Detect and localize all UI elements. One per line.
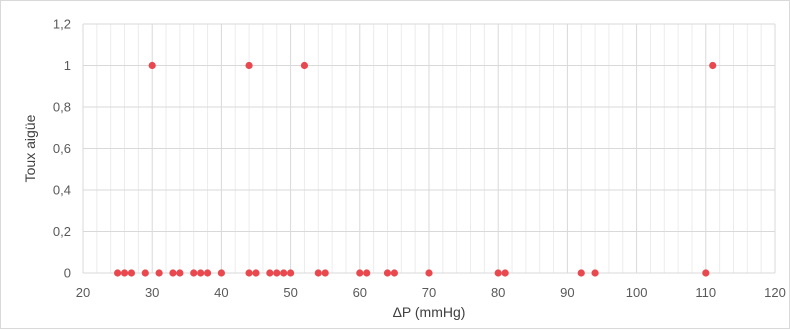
x-tick-label: 110: [695, 285, 716, 300]
x-tick-label: 40: [214, 285, 228, 300]
x-tick-label: 30: [145, 285, 159, 300]
y-axis-ticks: 0 0,2 0,4 0,6 0,8 1 1,2: [53, 17, 71, 281]
data-point: [203, 269, 212, 277]
x-tick-label: 90: [560, 285, 574, 300]
data-point: [591, 269, 599, 277]
y-tick-label: 0,8: [53, 100, 71, 115]
x-axis-title: ΔP (mmHg): [393, 304, 466, 320]
data-point: [390, 269, 398, 277]
y-tick-label: 0: [64, 266, 71, 281]
data-point: [577, 269, 585, 277]
data-point: [709, 61, 717, 70]
y-axis-title: Toux aigüe: [22, 114, 38, 182]
data-point: [321, 269, 329, 277]
data-point: [266, 269, 274, 277]
data-point: [252, 269, 260, 277]
x-tick-label: 70: [422, 285, 436, 300]
data-point: [245, 61, 253, 70]
data-point: [300, 61, 309, 70]
data-point: [148, 61, 156, 70]
x-tick-label: 80: [491, 285, 505, 300]
data-point: [176, 269, 184, 277]
data-point: [197, 269, 205, 277]
data-point: [356, 269, 364, 277]
data-point: [383, 269, 392, 277]
x-tick-label: 20: [76, 285, 90, 300]
data-point: [273, 269, 281, 277]
data-point: [287, 269, 295, 277]
data-point: [155, 269, 163, 277]
x-tick-label: 100: [626, 285, 648, 300]
data-points: [114, 61, 717, 277]
data-point: [127, 269, 136, 277]
data-point: [501, 269, 509, 277]
data-point: [425, 269, 433, 277]
data-point: [120, 269, 129, 277]
data-point: [314, 269, 322, 277]
x-tick-label: 50: [283, 285, 297, 300]
data-point: [494, 269, 502, 277]
x-axis-ticks: 20 30 40 50 60 70 80 90 100 110 120: [76, 285, 786, 300]
data-point: [363, 269, 371, 277]
x-tick-label: 120: [764, 285, 786, 300]
data-point: [190, 269, 198, 277]
y-tick-label: 1: [64, 58, 71, 73]
y-tick-label: 1,2: [53, 17, 71, 32]
y-tick-label: 0,2: [53, 224, 71, 239]
y-tick-label: 0,4: [53, 183, 71, 198]
data-point: [169, 269, 177, 277]
data-point: [141, 269, 149, 277]
y-tick-label: 0,6: [53, 141, 71, 156]
data-point: [217, 269, 225, 277]
x-tick-label: 60: [353, 285, 367, 300]
data-point: [702, 269, 710, 277]
data-point: [245, 269, 253, 277]
grid: [82, 23, 776, 274]
data-point: [280, 269, 288, 277]
data-point: [114, 269, 122, 277]
